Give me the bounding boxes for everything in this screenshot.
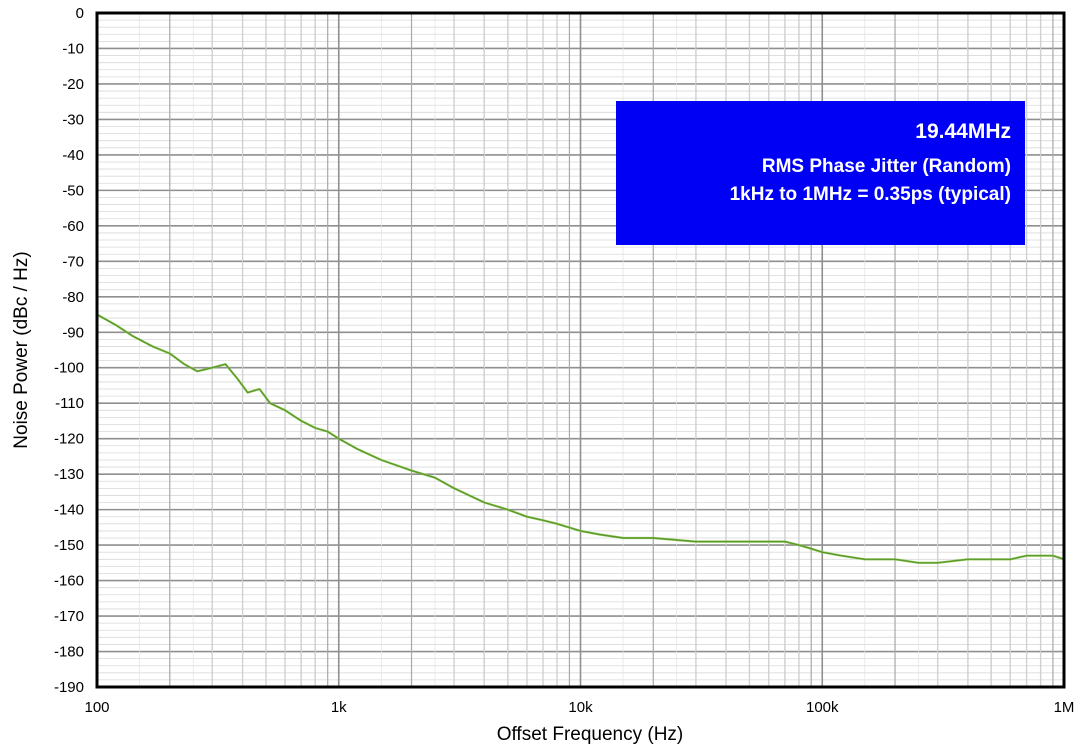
grid-lines [96, 12, 1064, 688]
y-tick-label: -140 [54, 502, 84, 519]
y-tick-label: -80 [62, 289, 84, 306]
x-tick-label: 10k [568, 699, 593, 716]
y-tick-label: -10 [62, 40, 84, 57]
y-tick-label: -40 [62, 147, 84, 164]
y-tick-label: -100 [54, 360, 84, 377]
annotation-line-2: 1kHz to 1MHz = 0.35ps (typical) [730, 184, 1011, 205]
y-axis-label: Noise Power (dBc / Hz) [11, 251, 32, 448]
x-tick-label: 100k [806, 699, 839, 716]
y-tick-label: -160 [54, 573, 84, 590]
annotation-background [616, 101, 1025, 245]
annotation-line-1: RMS Phase Jitter (Random) [762, 156, 1011, 177]
y-tick-label: -30 [62, 111, 84, 128]
y-tick-label: -90 [62, 324, 84, 341]
y-tick-label: -150 [54, 537, 84, 554]
x-tick-label: 100 [84, 699, 109, 716]
y-tick-label: -170 [54, 608, 84, 625]
y-tick-label: -180 [54, 644, 84, 661]
annotation-box: 19.44MHz RMS Phase Jitter (Random) 1kHz … [616, 101, 1025, 245]
y-tick-label: -110 [55, 395, 84, 412]
series-layer [96, 313, 1065, 564]
x-tick-label: 1k [331, 699, 347, 716]
y-tick-label: -50 [62, 182, 84, 199]
y-tick-label: -60 [62, 218, 84, 235]
series-line-core [96, 314, 1065, 564]
y-tick-label: -120 [54, 431, 84, 448]
x-tick-labels: 100 1k 10k 100k 1M [84, 699, 1074, 716]
y-tick-labels: 0 -10 -20 -30 -40 -50 -60 -70 -80 -90 -100 -110 -120… [54, 5, 84, 696]
plot-border [95, 11, 1066, 689]
y-tick-label: -20 [62, 76, 84, 93]
y-tick-label: -190 [54, 679, 84, 696]
annotation-title: 19.44MHz [915, 120, 1011, 143]
y-tick-label: -130 [54, 466, 84, 483]
y-tick-label: 0 [76, 5, 84, 22]
x-tick-label: 1M [1054, 699, 1075, 716]
x-axis-label: Offset Frequency (Hz) [497, 724, 684, 745]
y-tick-label: -70 [62, 253, 84, 270]
